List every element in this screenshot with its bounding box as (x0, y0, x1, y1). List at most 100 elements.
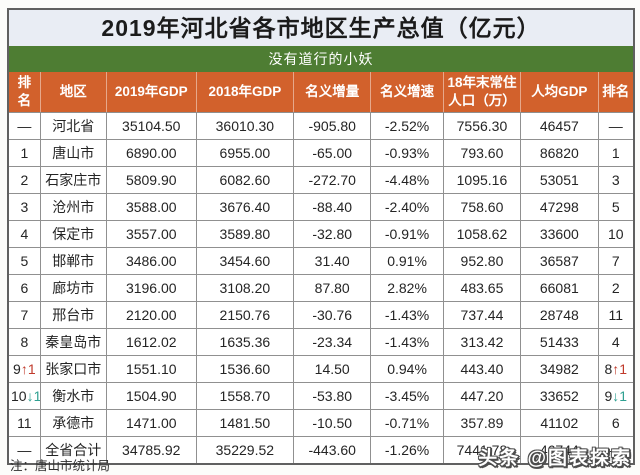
table-cell: 3454.60 (195, 247, 295, 275)
table-header: 排名 地区 2019年GDP 2018年GDP 名义增量 名义增速 18年末常住人口（万）人… (9, 72, 633, 113)
table-cell: 1 (9, 139, 41, 167)
table-cell: 11 (9, 409, 41, 437)
table-cell: -30.76 (293, 301, 372, 329)
table-cell: 承德市 (39, 409, 107, 437)
table-cell: 47298 (520, 193, 599, 221)
table-row: 3 沧州市 3588.00 3676.40 -88.40 -2.40% 758.60 4729… (9, 193, 633, 221)
table-cell: 3676.40 (195, 193, 295, 221)
column-header: 名义增速 (370, 72, 444, 113)
table-cell: 0.91% (370, 247, 444, 275)
table-cell: 2150.76 (195, 301, 295, 329)
table-row: 8 秦皇岛市 1612.02 1635.36 -23.34 -1.43% 313.42 514… (9, 328, 633, 356)
table-cell: 3589.80 (195, 220, 295, 248)
table-cell: 6 (597, 409, 633, 437)
table-cell: 1536.60 (195, 355, 295, 383)
table-cell: -1.43% (370, 301, 444, 329)
gdp-table: 排名 地区 2019年GDP 2018年GDP 名义增量 名义增速 18年末常住人口（万）人… (9, 72, 633, 463)
table-cell: 11 (597, 301, 633, 329)
table-cell: -53.80 (293, 382, 372, 410)
table-cell: 3 (597, 166, 633, 194)
table-cell: -0.91% (370, 220, 444, 248)
table-cell: — (597, 436, 633, 463)
table-cell: 7 (597, 247, 633, 275)
column-header: 2018年GDP (196, 72, 295, 113)
table-cell: 1095.16 (442, 166, 522, 194)
rank-down-indicator: ↓1 (612, 388, 628, 404)
table-cell: 952.80 (442, 247, 522, 275)
table-cell: 1551.10 (105, 355, 197, 383)
table-cell: 35104.50 (105, 112, 197, 140)
column-header: 2019年GDP (106, 72, 197, 113)
table-cell: 46744 (520, 436, 599, 463)
table-cell: 87.80 (293, 274, 372, 302)
table-cell: 1471.00 (105, 409, 197, 437)
table-cell: 6955.00 (195, 139, 295, 167)
rank-up-indicator: ↑1 (612, 361, 628, 377)
column-header: 排名 (598, 72, 633, 113)
table-cell: 443.40 (442, 355, 522, 383)
source-note: 注：唐山市统计局 (10, 459, 111, 473)
table-row: 7 邢台市 2120.00 2150.76 -30.76 -1.43% 737.44 2874… (9, 301, 633, 329)
table-cell: -0.71% (370, 409, 444, 437)
table-cell: -0.93% (370, 139, 444, 167)
table-cell: 1504.90 (105, 382, 197, 410)
column-header: 人均GDP (520, 72, 599, 113)
table-cell: 3588.00 (105, 193, 197, 221)
table-cell: 1481.50 (195, 409, 295, 437)
table-cell: 86820 (520, 139, 599, 167)
column-header: 地区 (40, 72, 107, 113)
table-cell: 7556.30 (442, 112, 522, 140)
table-row: — 全省合计 34785.92 35229.52 -443.60 -1.26% 7441.7… (9, 436, 633, 463)
header-row: 排名 地区 2019年GDP 2018年GDP 名义增量 名义增速 18年末常住人口（万）人… (9, 72, 633, 113)
table-cell: 保定市 (39, 220, 107, 248)
table-cell: 2.82% (370, 274, 444, 302)
table-cell: 1558.70 (195, 382, 295, 410)
table-cell: 张家口市 (39, 355, 107, 383)
table-cell: 483.65 (442, 274, 522, 302)
table-cell: -4.48% (370, 166, 444, 194)
author-banner: 没有道行的小妖 (9, 46, 633, 72)
table-cell: -88.40 (293, 193, 372, 221)
table-cell: -2.52% (370, 112, 444, 140)
table-cell: 41102 (520, 409, 599, 437)
table-cell: -1.43% (370, 328, 444, 356)
table-cell: 9↑1 (9, 355, 41, 383)
table-cell: 3486.00 (105, 247, 197, 275)
table-cell: -3.45% (370, 382, 444, 410)
table-cell: 5 (597, 193, 633, 221)
table-row: 1 唐山市 6890.00 6955.00 -65.00 -0.93% 793.60 8682… (9, 139, 633, 167)
rank-down-indicator: ↓1 (26, 388, 41, 404)
table-cell: 2 (9, 166, 41, 194)
column-header: 名义增量 (293, 72, 372, 113)
table-cell: 衡水市 (39, 382, 107, 410)
table-cell: 46457 (520, 112, 599, 140)
table-cell: 313.42 (442, 328, 522, 356)
table-body: — 河北省 35104.50 36010.30 -905.80 -2.52% 7556.30… (9, 112, 633, 463)
table-cell: 28748 (520, 301, 599, 329)
table-row: 10↓1 衡水市 1504.90 1558.70 -53.80 -3.45% 447.20 3… (9, 382, 633, 410)
table-cell: 廊坊市 (39, 274, 107, 302)
page-title: 2019年河北省各市地区生产总值（亿元） (9, 10, 633, 46)
table-cell: 1635.36 (195, 328, 295, 356)
table-cell: 3 (9, 193, 41, 221)
table-cell: 7 (9, 301, 41, 329)
table-cell: 河北省 (39, 112, 107, 140)
table-row: 9↑1 张家口市 1551.10 1536.60 14.50 0.94% 443.40 349… (9, 355, 633, 383)
table-cell: 6082.60 (195, 166, 295, 194)
table-cell: 3557.00 (105, 220, 197, 248)
column-header: 18年末常住人口（万） (443, 72, 522, 113)
table-row: 2 石家庄市 5809.90 6082.60 -272.70 -4.48% 1095.16 5… (9, 166, 633, 194)
table-cell: -443.60 (293, 436, 372, 463)
table-row: 11 承德市 1471.00 1481.50 -10.50 -0.71% 357.89 411… (9, 409, 633, 437)
table-cell: 邯郸市 (39, 247, 107, 275)
table-cell: 6890.00 (105, 139, 197, 167)
table-cell: 1 (597, 139, 633, 167)
table-cell: 7441.78 (442, 436, 522, 463)
table-cell: 34785.92 (105, 436, 197, 463)
table-cell: 3108.20 (195, 274, 295, 302)
table-cell: 邢台市 (39, 301, 107, 329)
table-cell: 4 (9, 220, 41, 248)
table-cell: 447.20 (442, 382, 522, 410)
table-cell: 9↓1 (597, 382, 633, 410)
table-cell: 1612.02 (105, 328, 197, 356)
